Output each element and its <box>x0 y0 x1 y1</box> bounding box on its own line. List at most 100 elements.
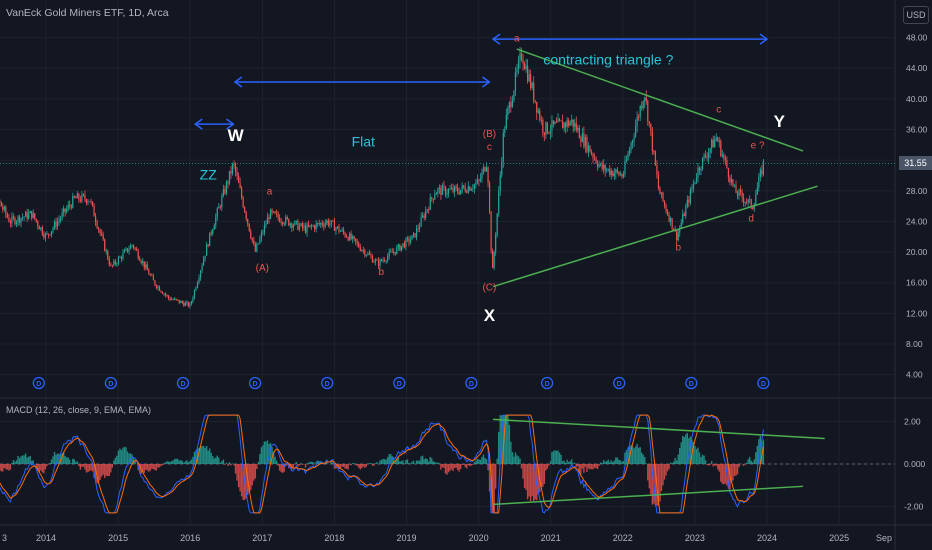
macd-histogram-bar <box>593 464 596 468</box>
candle-body <box>697 167 699 179</box>
y-tick-label: 44.00 <box>906 63 928 73</box>
candle-body <box>744 201 746 203</box>
macd-histogram-bar <box>747 459 749 464</box>
macd-histogram-bar <box>356 464 358 466</box>
candle-body <box>712 139 714 148</box>
macd-histogram-bar <box>595 464 597 469</box>
candle-body <box>228 170 231 184</box>
candle-body <box>380 259 383 261</box>
candle-body <box>14 217 16 225</box>
macd-histogram-bar <box>402 460 404 464</box>
candle-body <box>495 235 497 252</box>
macd-histogram-bar <box>219 462 222 464</box>
macd-histogram-bar <box>160 464 162 467</box>
candle-body <box>158 286 161 291</box>
candle-body <box>551 120 553 131</box>
candle-body <box>171 299 173 301</box>
macd-histogram-bar <box>671 463 673 464</box>
macd-histogram-bar <box>484 458 486 464</box>
candle-body <box>320 223 322 225</box>
dividend-marker-icon <box>613 376 626 390</box>
macd-histogram-bar <box>190 459 193 464</box>
macd-histogram-bar <box>496 458 498 464</box>
macd-histogram-bar <box>586 464 588 472</box>
candle-body <box>75 197 77 199</box>
macd-histogram-bar <box>411 461 413 464</box>
x-tick-label: 2014 <box>36 533 56 543</box>
candle-body <box>598 164 600 167</box>
macd-histogram-bar <box>105 464 107 476</box>
dividend-marker-icon <box>757 376 770 390</box>
macd-histogram-bar <box>502 415 504 464</box>
candle-body <box>6 214 8 218</box>
y-tick-label: 28.00 <box>906 186 928 196</box>
macd-histogram-bar <box>619 460 622 464</box>
macd-histogram-bar <box>155 464 158 471</box>
candle-body <box>336 226 339 228</box>
candle-body <box>155 285 158 288</box>
candle-body <box>685 206 687 217</box>
macd-histogram-bar <box>577 464 579 467</box>
candle-body <box>32 213 34 218</box>
macd-histogram-bar <box>718 464 720 472</box>
macd-histogram-bar <box>668 464 670 470</box>
macd-histogram-bar <box>657 464 660 506</box>
macd-histogram-bar <box>641 452 643 464</box>
candle-body <box>362 250 364 251</box>
candle-body <box>222 189 224 197</box>
candle-body <box>128 249 130 252</box>
candle-body <box>178 299 180 303</box>
candle-body <box>592 154 594 158</box>
y-tick-label: 24.00 <box>906 216 928 226</box>
macd-histogram-bar <box>459 464 462 470</box>
candle-body <box>679 227 681 233</box>
candle-body <box>324 222 326 227</box>
candle-body <box>516 69 518 73</box>
candle-body <box>113 261 115 266</box>
macd-histogram-bar <box>259 454 261 464</box>
y-tick-label: 8.00 <box>906 339 923 349</box>
candle-body <box>353 236 355 239</box>
candle-body <box>15 221 18 225</box>
macd-histogram-bar <box>645 463 647 464</box>
macd-histogram-bar <box>443 464 445 469</box>
candle-body <box>656 165 658 176</box>
candle-body <box>408 238 410 243</box>
candle-body <box>79 199 81 202</box>
candle-body <box>546 122 548 133</box>
macd-histogram-bar <box>554 450 556 464</box>
candle-body <box>618 171 620 176</box>
candle-body <box>587 145 590 152</box>
candle-body <box>428 209 430 211</box>
macd-histogram-bar <box>532 464 535 502</box>
currency-button[interactable]: USD <box>903 6 929 24</box>
macd-histogram-bar <box>575 464 577 467</box>
candle-body <box>213 225 215 230</box>
candle-body <box>215 216 217 226</box>
macd-histogram-bar <box>8 464 10 471</box>
candle-body <box>726 159 728 169</box>
macd-histogram-bar <box>250 464 252 491</box>
macd-histogram-bar <box>517 456 520 464</box>
candle-body <box>638 116 640 118</box>
macd-histogram-bar <box>665 464 667 476</box>
macd-histogram-bar <box>18 458 21 464</box>
candle-body <box>72 196 74 208</box>
candle-body <box>250 231 252 238</box>
candle-body <box>426 209 428 211</box>
candle-body <box>295 220 297 222</box>
macd-histogram-bar <box>380 459 383 464</box>
macd-histogram-bar <box>61 453 63 464</box>
macd-histogram-bar <box>40 464 42 471</box>
dividend-marker-label: D <box>253 381 258 388</box>
macd-histogram-bar <box>571 459 573 464</box>
macd-histogram-bar <box>90 464 92 471</box>
wave-label: c <box>716 105 721 116</box>
macd-histogram-bar <box>148 464 150 472</box>
macd-histogram-bar <box>371 464 374 466</box>
macd-histogram-bar <box>385 459 387 464</box>
last-price-tag: 31.55 <box>899 156 932 170</box>
candle-body <box>548 132 550 134</box>
macd-y-tick-label: -2.00 <box>904 502 924 512</box>
